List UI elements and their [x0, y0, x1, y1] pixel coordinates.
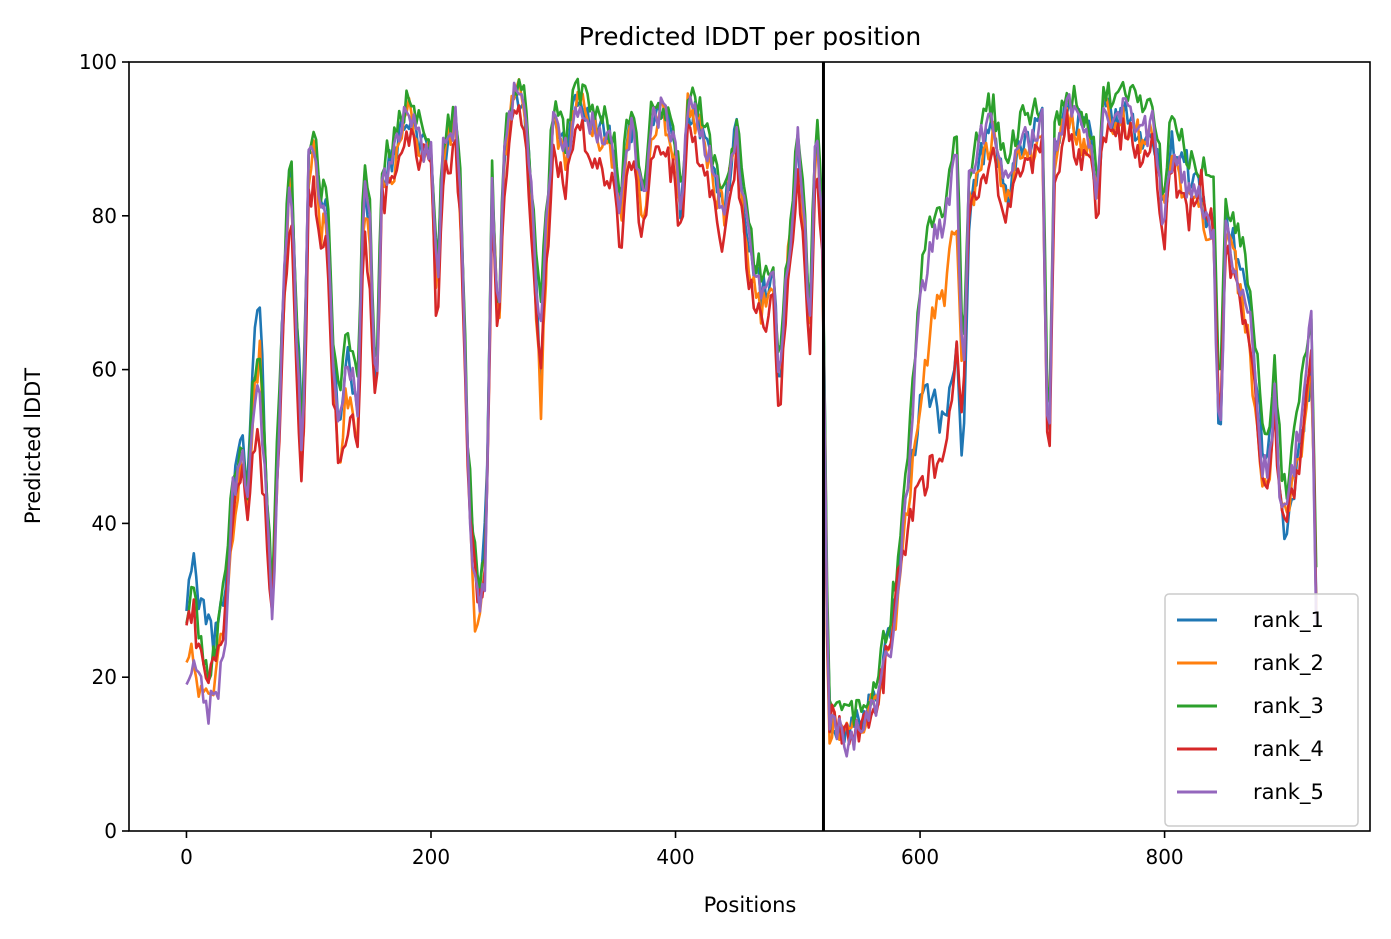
legend: rank_1 rank_2 rank_3 rank_4 rank_5 [1164, 593, 1359, 827]
x-tick-label: 400 [656, 845, 694, 869]
x-tick-label: 0 [180, 845, 193, 869]
x-tick-label: 600 [901, 845, 939, 869]
axis-ticks: 0 200 400 600 800 0 20 40 60 80 100 [79, 50, 1184, 869]
x-tick-label: 800 [1145, 845, 1183, 869]
legend-box [1164, 593, 1359, 827]
legend-label-rank-1: rank_1 [1253, 608, 1324, 633]
y-tick-label: 60 [92, 358, 117, 382]
legend-label-rank-3: rank_3 [1253, 694, 1324, 719]
legend-label-rank-5: rank_5 [1253, 780, 1324, 805]
y-tick-label: 80 [92, 204, 117, 228]
y-tick-label: 20 [92, 665, 117, 689]
x-tick-label: 200 [412, 845, 450, 869]
series-line-rank-4 [185, 104, 1318, 746]
plot-area [185, 62, 1318, 831]
series-line-rank-5 [185, 81, 1318, 758]
y-axis-title: Predicted lDDT [21, 368, 45, 524]
legend-label-rank-4: rank_4 [1253, 737, 1324, 762]
chart-title: Predicted lDDT per position [579, 22, 921, 51]
y-tick-label: 40 [92, 511, 117, 535]
legend-label-rank-2: rank_2 [1253, 651, 1324, 676]
x-axis-title: Positions [704, 893, 797, 917]
y-tick-label: 100 [79, 50, 117, 74]
y-tick-label: 0 [104, 819, 117, 843]
axes-frame [128, 61, 1371, 832]
